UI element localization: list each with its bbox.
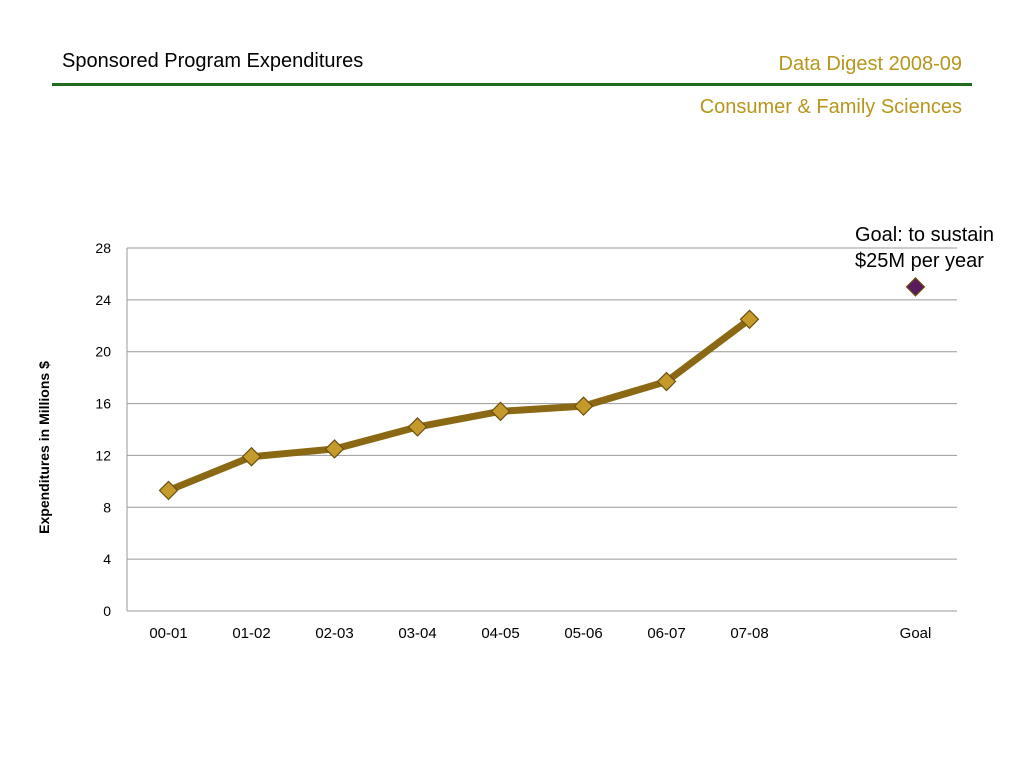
- goal-point: [905, 277, 926, 297]
- x-tick-label: 01-02: [232, 625, 270, 642]
- digest-label: Data Digest 2008-09: [778, 53, 962, 75]
- data-point: [656, 371, 677, 392]
- college-label: Consumer & Family Sciences: [699, 96, 962, 118]
- x-tick-label: 03-04: [398, 625, 436, 642]
- goal-annotation-line2: $25M per year: [855, 250, 984, 272]
- y-tick-label: 4: [103, 551, 111, 567]
- data-point: [407, 417, 428, 437]
- data-point: [490, 401, 511, 422]
- y-tick-label: 0: [103, 603, 111, 619]
- goal-annotation-line1: Goal: to sustain: [855, 224, 994, 246]
- x-tick-label: 04-05: [481, 625, 519, 642]
- goal-annotation: Goal: to sustain $25M per year: [855, 222, 994, 274]
- series-line: [165, 315, 753, 494]
- data-point: [241, 446, 262, 467]
- x-tick-label: 02-03: [315, 625, 353, 642]
- header-rule: [52, 83, 972, 86]
- y-tick-label: 12: [95, 447, 111, 463]
- y-axis-title: Expenditures in Millions $: [36, 361, 52, 534]
- data-point: [158, 480, 179, 501]
- x-tick-label: 00-01: [149, 625, 187, 642]
- x-tick-label: Goal: [900, 625, 932, 642]
- data-point: [573, 396, 594, 417]
- x-tick-label: 05-06: [564, 625, 602, 642]
- y-tick-label: 8: [103, 499, 111, 515]
- slide-title: Sponsored Program Expenditures: [62, 50, 364, 72]
- data-point: [739, 309, 760, 330]
- data-point: [324, 439, 345, 459]
- y-tick-label: 20: [95, 344, 111, 360]
- y-tick-label: 16: [95, 396, 111, 412]
- y-tick-label: 28: [95, 240, 111, 256]
- x-tick-label: 07-08: [730, 625, 768, 642]
- x-tick-label: 06-07: [647, 625, 685, 642]
- y-tick-label: 24: [95, 292, 111, 308]
